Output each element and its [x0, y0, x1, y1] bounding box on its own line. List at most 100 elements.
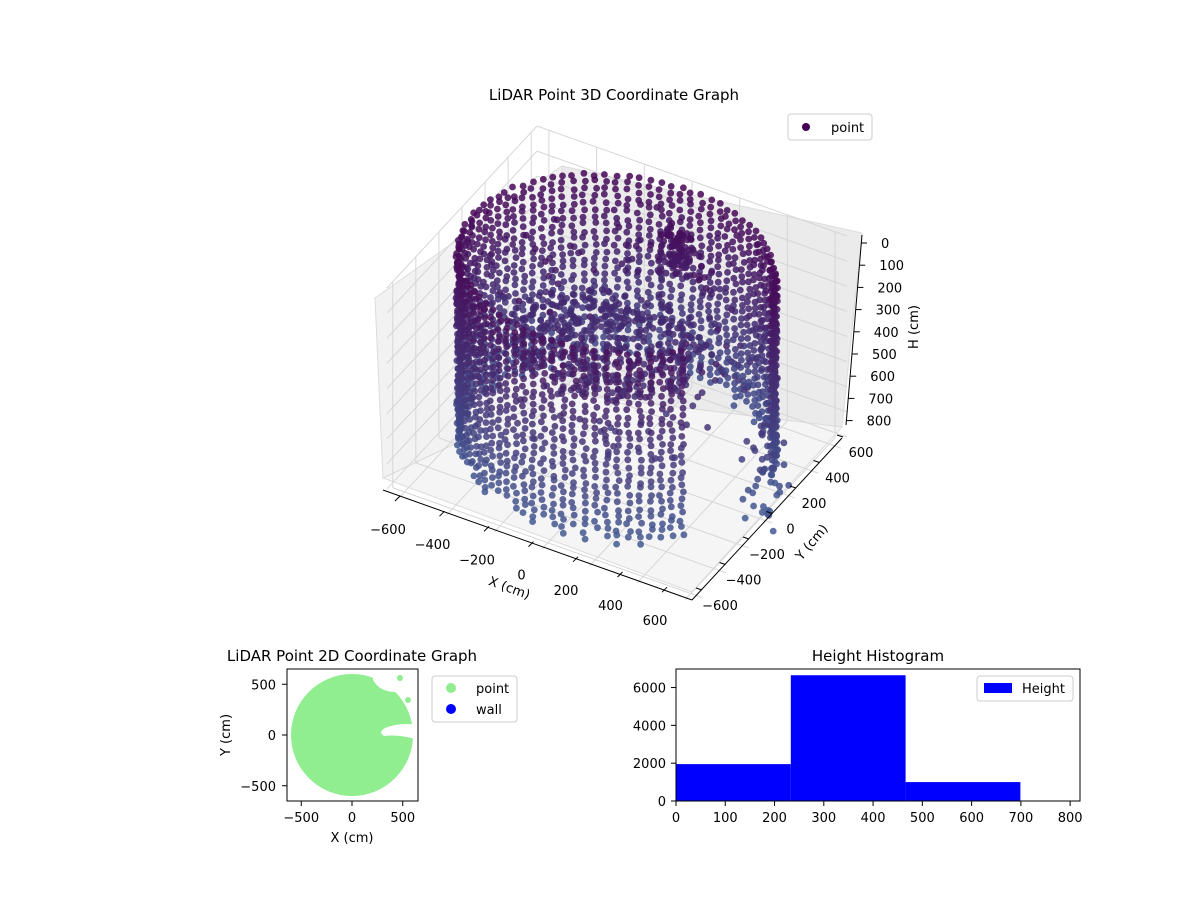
lidar-point — [454, 237, 462, 244]
lidar-point — [645, 338, 653, 345]
point-cluster — [397, 675, 403, 681]
lidar-point — [597, 323, 605, 330]
lidar-point — [687, 301, 695, 308]
lidar-point — [512, 350, 519, 358]
lidar-point — [512, 254, 520, 261]
lidar-point — [697, 303, 704, 311]
lidar-point — [522, 389, 530, 396]
lidar-point — [488, 439, 496, 447]
lidar-point — [625, 284, 632, 292]
lidar-point — [559, 263, 567, 271]
lidar-point — [658, 392, 665, 400]
lidar-point — [638, 316, 646, 324]
lidar-point — [604, 524, 612, 532]
y-tick-mark — [836, 434, 844, 438]
lidar-point — [547, 244, 555, 252]
lidar-point — [591, 431, 599, 439]
lidar-point — [658, 274, 665, 282]
lidar-point — [477, 386, 485, 394]
lidar-point — [705, 308, 712, 315]
lidar-point — [737, 364, 745, 371]
lidar-point — [511, 335, 519, 342]
lidar-point — [539, 185, 547, 193]
lidar-point — [581, 515, 589, 522]
lidar-point — [676, 517, 684, 525]
lidar-point — [603, 392, 611, 400]
lidar-point — [469, 330, 477, 338]
lidar-point — [566, 242, 574, 250]
lidar-point — [489, 244, 497, 252]
lidar-point — [731, 386, 738, 393]
lidar-point — [503, 457, 511, 465]
lidar-point — [494, 326, 502, 334]
lidar-point — [512, 358, 520, 366]
lidar-point — [569, 290, 577, 298]
lidar-point — [602, 219, 610, 227]
lidar-point — [470, 209, 478, 217]
x-tick-label-hist: 0 — [672, 811, 680, 826]
lidar-point — [636, 506, 643, 514]
lidar-point — [647, 483, 655, 491]
lidar-point — [528, 365, 536, 373]
lidar-point — [591, 383, 598, 391]
y-axis-line — [691, 437, 843, 601]
lidar-point — [646, 211, 654, 219]
lidar-point — [677, 282, 685, 290]
lidar-point — [550, 365, 558, 373]
lidar-point — [636, 435, 643, 443]
lidar-point — [569, 256, 577, 264]
lidar-point — [570, 193, 578, 200]
lidar-point — [453, 250, 460, 257]
lidar-point — [530, 214, 538, 222]
lidar-point — [548, 507, 556, 514]
y-tick-mark — [719, 562, 726, 565]
lidar-point — [591, 466, 599, 474]
lidar-point — [657, 247, 664, 255]
lidar-point — [664, 339, 672, 347]
lidar-point — [751, 447, 759, 454]
lidar-point — [569, 484, 577, 491]
lidar-point — [527, 185, 535, 192]
lidar-point — [502, 201, 510, 209]
lidar-point — [739, 278, 746, 286]
histogram-title: Height Histogram — [812, 647, 944, 665]
lidar-point — [683, 230, 691, 237]
lidar-point — [602, 468, 610, 476]
lidar-point — [591, 447, 599, 455]
lidar-point — [496, 304, 503, 312]
lidar-point — [590, 228, 598, 235]
lidar-point — [579, 529, 587, 537]
lidar-point — [591, 354, 598, 362]
lidar-point — [530, 506, 538, 514]
lidar-point — [530, 443, 538, 450]
lidar-point — [656, 434, 664, 441]
lidar-point — [668, 369, 675, 377]
lidar-point — [470, 401, 478, 409]
lidar-point — [495, 312, 503, 319]
lidar-point — [746, 285, 754, 293]
lidar-point — [666, 250, 673, 258]
lidar-point — [738, 315, 745, 322]
lidar-point — [568, 421, 576, 429]
lidar-point — [723, 277, 731, 285]
lidar-point — [481, 469, 488, 477]
lidar-point — [737, 321, 745, 329]
lidar-point — [463, 270, 471, 277]
lidar-point — [657, 283, 664, 291]
lidar-point — [494, 213, 502, 220]
lidar-point — [738, 356, 745, 364]
lidar-point — [495, 354, 503, 362]
lidar-point — [626, 380, 633, 388]
x-tick-mark — [483, 526, 490, 532]
lidar-point — [547, 181, 555, 188]
lidar-point — [623, 278, 631, 286]
lidar-point — [707, 224, 715, 232]
lidar-point — [589, 198, 597, 205]
lidar-point — [636, 367, 644, 374]
lidar-point — [521, 278, 528, 286]
lidar-point — [476, 206, 483, 214]
lidar-point — [655, 221, 663, 228]
lidar-point — [622, 308, 630, 316]
lidar-point — [475, 478, 483, 486]
lidar-point — [615, 507, 622, 514]
